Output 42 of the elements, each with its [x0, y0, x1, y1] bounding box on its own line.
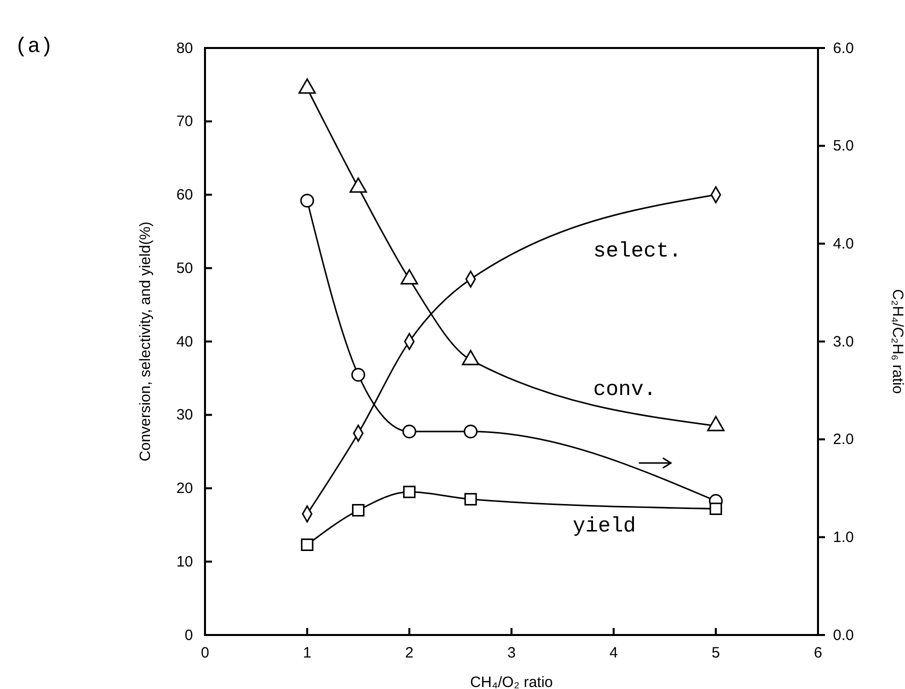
x-axis-title: CH₄/O₂ ratio [470, 674, 553, 689]
y-tick-label: 0 [184, 626, 193, 644]
y2-axis-title: C₂H₄/C₂H₆ ratio [889, 289, 905, 394]
point [300, 194, 314, 208]
y2-tick-label: 1.0 [833, 528, 854, 546]
point [464, 424, 478, 438]
point [350, 177, 367, 193]
point [400, 269, 418, 284]
y-tick-label: 60 [176, 186, 193, 204]
x-tick-label: 3 [507, 644, 516, 662]
point [402, 424, 416, 438]
y2-tick-label: 5.0 [833, 138, 854, 155]
y-tick-label: 20 [176, 480, 193, 498]
point [352, 504, 364, 516]
y-tick-label: 70 [176, 113, 193, 130]
series-label: select. [593, 240, 682, 264]
x-tick-label: 1 [302, 644, 312, 662]
text: (a) [15, 36, 53, 59]
point [298, 78, 316, 94]
x-tick-label: 2 [405, 644, 414, 662]
x-tick-label: 0 [200, 644, 210, 662]
y-tick-label: 30 [176, 406, 193, 424]
y2-tick-label: 2.0 [833, 431, 854, 448]
x-tick-label: 6 [814, 644, 822, 662]
x-tick-label: 5 [712, 644, 720, 662]
point [464, 493, 477, 506]
point [300, 538, 314, 551]
y-axis-title: Conversion, selectivity, and yield(%) [137, 222, 154, 462]
series-label: yield [572, 515, 636, 538]
y2-tick-label: 3.0 [833, 333, 854, 350]
x-tick-label: 4 [609, 644, 618, 662]
y2-tick-label: 0.0 [833, 626, 854, 644]
y2-tick-label: 4.0 [833, 235, 854, 252]
y-tick-label: 80 [176, 40, 193, 57]
y2-tick-label: 6.0 [833, 40, 854, 57]
point [710, 502, 722, 516]
point [403, 486, 416, 498]
y-tick-label: 40 [176, 333, 193, 350]
y-tick-label: 10 [176, 553, 193, 570]
point [351, 368, 366, 382]
y-tick-label: 50 [176, 260, 193, 277]
series-label: conv. [593, 379, 656, 402]
